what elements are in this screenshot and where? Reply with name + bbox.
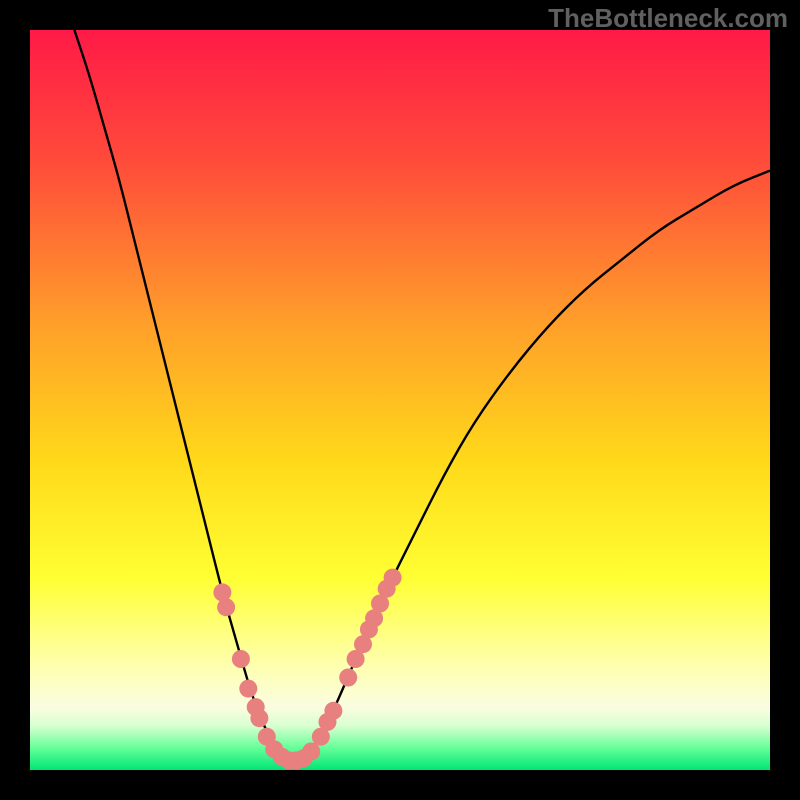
watermark-text: TheBottleneck.com [548,3,788,34]
chart-svg [0,0,800,800]
data-marker [384,569,402,587]
data-marker [324,702,342,720]
data-marker [339,669,357,687]
chart-frame: TheBottleneck.com [0,0,800,800]
data-marker [217,598,235,616]
data-marker [250,709,268,727]
data-marker [302,743,320,761]
plot-background [30,30,770,770]
data-marker [232,650,250,668]
data-marker [239,680,257,698]
